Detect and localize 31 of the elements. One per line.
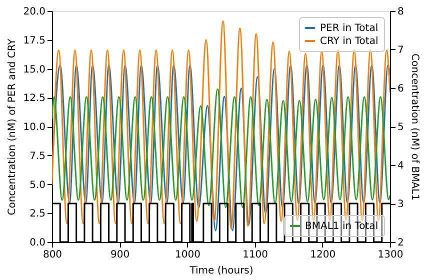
y2-tick-label: 4 bbox=[398, 160, 404, 172]
y-tick-label: 5.0 bbox=[30, 180, 46, 191]
x-axis-title: Time (hours) bbox=[188, 266, 254, 276]
legend-label: BMAL1 in Total bbox=[305, 221, 378, 232]
x-tick-label: 1200 bbox=[310, 250, 336, 260]
line-series bbox=[52, 88, 390, 208]
legend-label: PER in Total bbox=[320, 23, 378, 34]
y2-tick-label: 6 bbox=[398, 84, 404, 94]
x-tick-label: 1100 bbox=[242, 250, 268, 260]
y-tick-label: 15.0 bbox=[23, 64, 46, 76]
y2-tick-label: 5 bbox=[398, 122, 404, 133]
x-tick-label: 900 bbox=[110, 250, 130, 260]
y-tick-label: 20.0 bbox=[23, 6, 46, 18]
y2-tick-label: 2 bbox=[398, 238, 404, 248]
y-tick-label: 2.5 bbox=[30, 208, 46, 220]
y2-tick-label: 3 bbox=[398, 199, 404, 210]
line-series bbox=[52, 64, 390, 232]
line-series bbox=[52, 20, 390, 229]
x-tick-label: 1300 bbox=[378, 250, 404, 260]
y2-tick-label: 7 bbox=[398, 45, 404, 56]
x-tick-label: 1000 bbox=[174, 250, 200, 260]
y-axis-title: Concentration (nM) of PER and CRY bbox=[7, 38, 18, 216]
y-tick-label: 12.5 bbox=[23, 93, 46, 104]
x-tick-label: 800 bbox=[42, 250, 62, 260]
y2-axis-title: Concentration (nM) of BMAL1 bbox=[408, 54, 420, 200]
legend-label: CRY in Total bbox=[320, 36, 378, 47]
y-tick-label: 17.5 bbox=[23, 35, 46, 46]
y-tick-label: 10.0 bbox=[23, 122, 46, 133]
y2-tick-label: 8 bbox=[398, 6, 404, 18]
y-tick-label: 7.5 bbox=[30, 150, 46, 162]
y-tick-label: 0.0 bbox=[30, 238, 46, 248]
